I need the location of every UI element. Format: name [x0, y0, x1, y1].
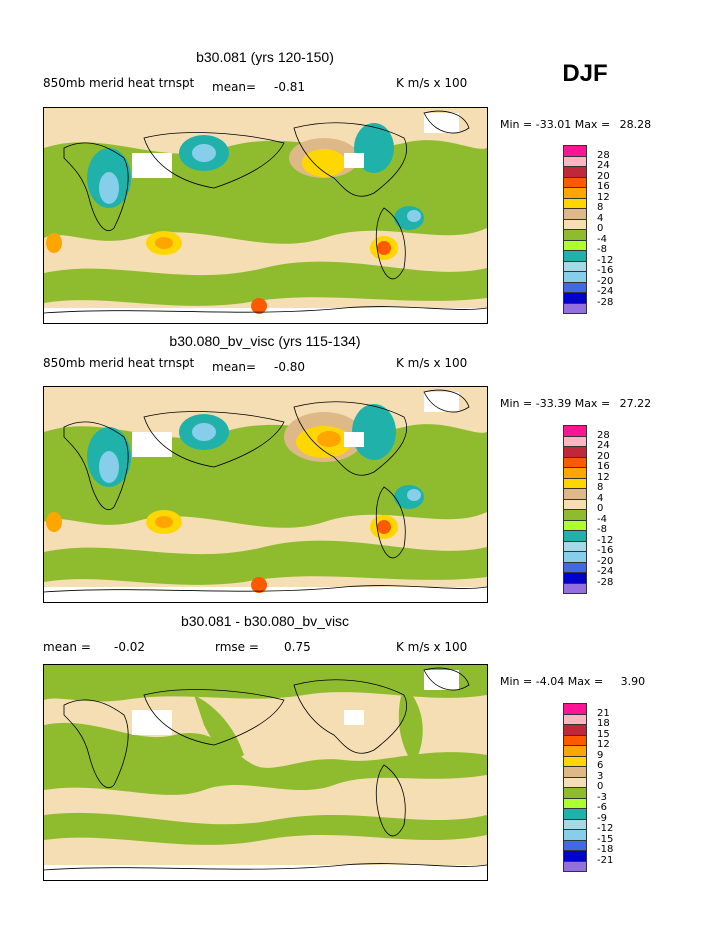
colorbar-tick-label: -28 — [597, 576, 614, 588]
panel-1-mean-value: -0.81 — [274, 80, 306, 94]
panel-2-max-label: Max = — [574, 397, 611, 410]
colorbar-tick-label: 8 — [597, 202, 604, 213]
colorbar-tick-label: -4 — [597, 233, 607, 245]
colorbar-tick-label: 9 — [597, 749, 604, 761]
colorbar-tick-label: 0 — [597, 781, 604, 792]
colorbar-tick-label: 12 — [597, 739, 610, 750]
panel-2-mean-value: -0.80 — [274, 360, 306, 374]
colorbar-tick-label: 4 — [597, 212, 604, 224]
colorbar-tick-label: 0 — [597, 503, 604, 514]
panel-3-map — [43, 664, 488, 881]
panel-2-max-value: 27.22 — [619, 397, 652, 410]
colorbar-tick-label: -16 — [597, 265, 614, 276]
panel-2-title: b30.080_bv_visc (yrs 115-134) — [169, 333, 361, 349]
panel-3-rmse-value: 0.75 — [284, 640, 311, 654]
colorbar-tick-label: -24 — [597, 566, 614, 577]
panel-3-mean-label: mean = — [43, 640, 91, 654]
panel-2-minmax: Min = -33.39 Max = 27.22 — [500, 397, 651, 410]
colorbar-tick-label: -6 — [597, 802, 607, 813]
panel-1-minmax: Min = -33.01 Max = 28.28 — [500, 118, 651, 131]
panel-3-min-value: -4.04 — [535, 675, 565, 688]
colorbar-tick-label: 12 — [597, 191, 610, 203]
colorbar-tick-label: 24 — [597, 160, 610, 171]
panel-2-mean-label: mean= — [212, 360, 257, 374]
season-label: DJF — [562, 60, 608, 87]
panel-3-title: b30.081 - b30.080_bv_visc — [180, 613, 350, 629]
colorbar-tick-label: 3 — [597, 770, 604, 782]
colorbar-tick-label: -12 — [597, 823, 614, 834]
colorbar-tick-label: -8 — [597, 244, 607, 255]
colorbar-tick-label: -8 — [597, 524, 607, 535]
panel-2-units: K m/s x 100 — [396, 356, 468, 370]
colorbar-tick-label: -15 — [597, 833, 614, 845]
colorbar-tick-label: -20 — [597, 555, 614, 567]
colorbar-tick-label: -12 — [597, 254, 614, 266]
panel-3-max-label: Max = — [567, 675, 604, 688]
panel-1-mean-label: mean= — [212, 80, 257, 94]
colorbar-tick-label: -18 — [597, 844, 614, 855]
panel-2-variable-label: 850mb merid heat trnspt — [43, 356, 195, 370]
colorbar-swatch — [563, 582, 587, 594]
colorbar-swatch — [563, 860, 587, 872]
panel-1-units: K m/s x 100 — [396, 76, 468, 90]
colorbar-tick-label: 20 — [597, 170, 610, 182]
colorbar-tick-label: -9 — [597, 812, 607, 824]
panel-1-min-value: -33.01 — [535, 118, 572, 131]
panel-3-mean-value: -0.02 — [114, 640, 146, 654]
panel-3-min-label: Min = — [500, 675, 533, 688]
panel-3-rmse-label: rmse = — [215, 640, 259, 654]
colorbar-tick-label: 16 — [597, 181, 610, 192]
panel-1-min-label: Min = — [500, 118, 533, 131]
colorbar-tick-label: 20 — [597, 450, 610, 462]
colorbar-tick-label: -12 — [597, 534, 614, 546]
colorbar-tick-label: 8 — [597, 482, 604, 493]
colorbar-tick-label: 21 — [597, 707, 610, 719]
colorbar-tick-label: 28 — [597, 429, 610, 441]
panel-2-min-value: -33.39 — [535, 397, 572, 410]
colorbar-tick-label: 12 — [597, 471, 610, 483]
panel-1-max-value: 28.28 — [619, 118, 652, 131]
panel-3-max-value: 3.90 — [620, 675, 646, 688]
colorbar-tick-label: 18 — [597, 718, 610, 729]
colorbar-tick-label: -16 — [597, 545, 614, 556]
panel-1-max-label: Max = — [574, 118, 611, 131]
panel-3-minmax: Min = -4.04 Max = 3.90 — [500, 675, 645, 688]
colorbar-tick-label: 4 — [597, 492, 604, 504]
colorbar-swatch — [563, 302, 587, 314]
colorbar-tick-label: -20 — [597, 275, 614, 287]
colorbar-tick-label: -24 — [597, 286, 614, 297]
colorbar-tick-label: -4 — [597, 513, 607, 525]
colorbar-tick-label: 15 — [597, 728, 610, 740]
panel-1-variable-label: 850mb merid heat trnspt — [43, 76, 195, 90]
panel-1-map — [43, 107, 488, 324]
panel-1-title: b30.081 (yrs 120-150) — [196, 49, 334, 65]
colorbar-tick-label: -3 — [597, 791, 607, 803]
colorbar-tick-label: 24 — [597, 440, 610, 451]
colorbar-tick-label: 6 — [597, 760, 604, 771]
panel-3-units: K m/s x 100 — [396, 640, 468, 654]
panel-2-map — [43, 386, 488, 603]
panel-2-min-label: Min = — [500, 397, 533, 410]
colorbar-tick-label: -21 — [597, 854, 614, 866]
colorbar-tick-label: -28 — [597, 296, 614, 308]
colorbar-tick-label: 0 — [597, 223, 604, 234]
colorbar-tick-label: 28 — [597, 149, 610, 161]
colorbar-tick-label: 16 — [597, 461, 610, 472]
